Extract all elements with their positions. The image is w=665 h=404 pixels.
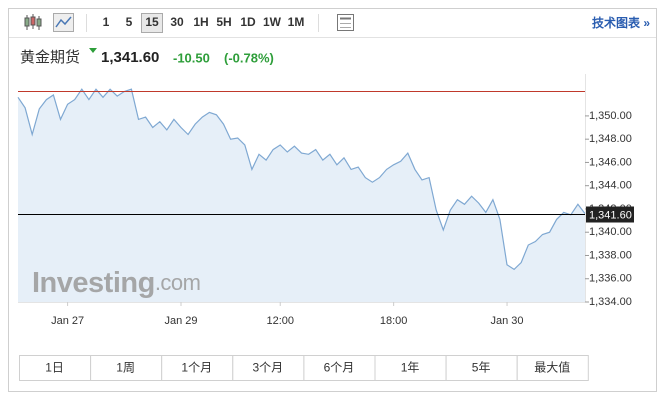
range-button[interactable]: 最大值: [516, 355, 589, 381]
interval-button[interactable]: 5: [126, 15, 133, 29]
range-button[interactable]: 1日: [19, 355, 92, 381]
interval-label: 1: [103, 15, 110, 29]
interval-button[interactable]: 1M: [288, 15, 305, 29]
candle-icon[interactable]: [24, 14, 42, 30]
y-tick-label: 1,336.00: [589, 273, 632, 285]
interval-button[interactable]: 15: [141, 13, 163, 33]
range-button-label: 6个月: [324, 361, 355, 375]
range-button-label: 1年: [401, 361, 420, 375]
interval-button[interactable]: 30: [170, 15, 184, 29]
interval-label: 5: [126, 15, 133, 29]
interval-button[interactable]: 5H: [216, 15, 231, 29]
y-tick-label: 1,350.00: [589, 110, 632, 122]
line-icon[interactable]: [53, 13, 74, 32]
price-change: -10.50: [173, 50, 210, 65]
interval-label: 1D: [240, 15, 256, 29]
interval-label: 1M: [288, 15, 305, 29]
y-tick-label: 1,346.00: [589, 156, 632, 168]
y-tick-label: 1,338.00: [589, 249, 632, 261]
interval-button[interactable]: 1W: [263, 15, 282, 29]
range-button-box: [90, 355, 163, 381]
x-tick-label: 12:00: [266, 315, 294, 327]
range-button[interactable]: 3个月: [232, 355, 305, 381]
y-tick-label: 1,340.00: [589, 226, 632, 238]
interval-button[interactable]: 1: [103, 15, 110, 29]
range-button-label: 3个月: [253, 361, 284, 375]
interval-button[interactable]: 1H: [193, 15, 208, 29]
x-tick-label: 18:00: [380, 315, 408, 327]
interval-label: 1H: [193, 15, 208, 29]
range-button-box: [303, 355, 376, 381]
range-button-label: 最大值: [534, 360, 570, 375]
interval-label: 5H: [216, 15, 231, 29]
range-button[interactable]: 5年: [445, 355, 518, 381]
down-arrow: [89, 48, 97, 53]
last-price-label: 1,341.60: [589, 209, 632, 221]
range-button[interactable]: 1周: [90, 355, 163, 381]
range-button-box: [161, 355, 234, 381]
area-fill: [18, 89, 585, 302]
last-price-box: [586, 206, 634, 223]
table-icon[interactable]: [337, 14, 354, 31]
range-button[interactable]: 6个月: [303, 355, 376, 381]
y-tick-label: 1,348.00: [589, 133, 632, 145]
watermark-part: Investing: [32, 267, 155, 299]
range-button-box: [232, 355, 305, 381]
watermark-part: .com: [155, 270, 201, 295]
interval-button[interactable]: 1D: [240, 15, 256, 29]
x-tick-label: Jan 29: [164, 315, 197, 327]
range-button[interactable]: 1个月: [161, 355, 234, 381]
range-button-label: 1日: [45, 361, 64, 375]
active-interval-box: [141, 13, 163, 33]
instrument-name: 黄金期货: [20, 49, 80, 66]
last-price: 1,341.60: [101, 49, 159, 66]
x-tick-label: Jan 30: [491, 315, 524, 327]
y-tick-label: 1,344.00: [589, 180, 632, 192]
watermark: Investing.com: [32, 267, 201, 299]
interval-label: 15: [145, 15, 159, 29]
technical-chart-link[interactable]: 技术图表 »: [592, 15, 650, 30]
x-tick-label: Jan 27: [51, 315, 84, 327]
range-button-box: [374, 355, 447, 381]
range-button[interactable]: 1年: [374, 355, 447, 381]
range-button-box: [516, 355, 589, 381]
interval-label: 30: [170, 15, 184, 29]
range-button-box: [445, 355, 518, 381]
range-button-label: 1周: [116, 361, 135, 375]
interval-label: 1W: [263, 15, 282, 29]
price-change-percent: (-0.78%): [224, 50, 274, 65]
range-button-label: 1个月: [181, 361, 212, 375]
range-button-label: 5年: [472, 361, 491, 375]
y-tick-label: 1,334.00: [589, 296, 632, 308]
